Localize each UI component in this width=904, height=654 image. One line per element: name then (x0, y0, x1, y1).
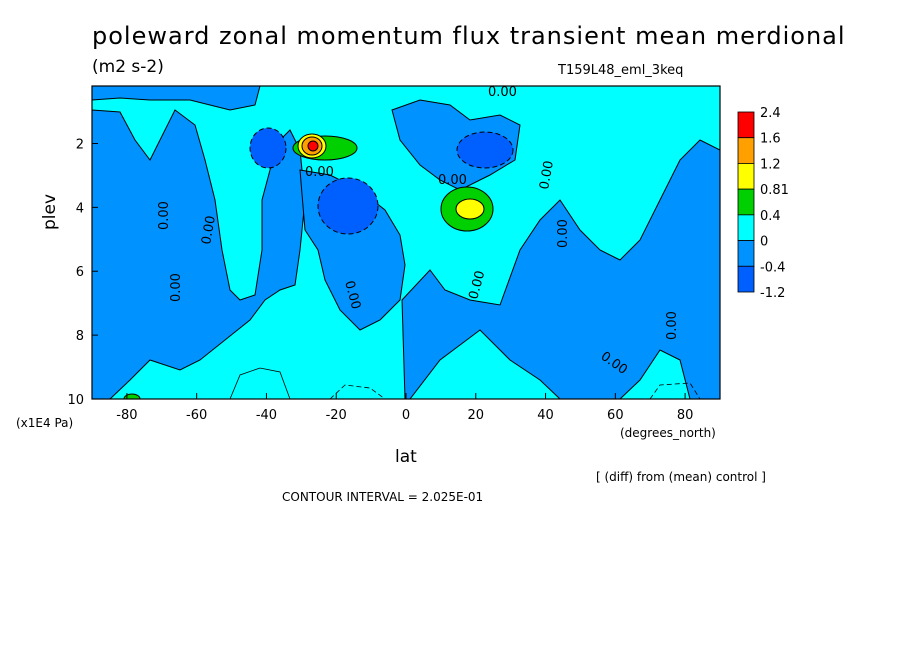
colorbar-label: 2.4 (760, 106, 781, 121)
y-tick-label: 10 (67, 393, 84, 408)
contour-label: 0.00 (466, 269, 488, 301)
diff-note: [ (diff) from (mean) control ] (596, 470, 766, 484)
y-axis: 2 4 6 8 10 (67, 137, 98, 408)
x-axis-label: lat (395, 447, 417, 467)
colorbar-swatch (737, 137, 755, 164)
contour-label: 0.00 (537, 160, 557, 191)
colorbar-swatch (737, 111, 755, 139)
contour-label: 0.00 (556, 219, 571, 248)
contour-label: 0.00 (438, 173, 467, 188)
x-tick-label: 60 (607, 408, 624, 423)
pos-yellow-eq (455, 198, 485, 220)
colorbar-label: 1.6 (760, 132, 781, 147)
region-negative-nh (401, 139, 720, 399)
y-tick-label: 2 (76, 137, 84, 152)
contour-label: 0.00 (305, 165, 334, 180)
colorbar-label: 0.4 (760, 209, 781, 224)
field-layer (92, 86, 720, 399)
region-negative-topleft (92, 86, 261, 111)
colorbar-swatch (737, 240, 755, 267)
y-tick-label: 4 (76, 201, 84, 216)
core-negative-tropic (317, 177, 379, 235)
contour-thin (229, 367, 291, 399)
x-tick-label: 40 (537, 408, 554, 423)
x-tick-label: -40 (256, 408, 277, 423)
x-units-label: (degrees_north) (620, 426, 716, 440)
run-label: T159L48_eml_3keq (558, 63, 684, 78)
x-tick-label: 80 (677, 408, 694, 423)
colorbar-swatch (737, 214, 755, 241)
contour-labels: 0.00 0.00 0.00 0.00 0.00 0.00 0.00 0.00 … (157, 85, 680, 378)
colorbar-label: 0.81 (760, 183, 789, 198)
pos-green-polar (123, 393, 141, 399)
units-label: (m2 s-2) (92, 57, 164, 77)
contour-label: 0.00 (199, 215, 219, 246)
contour-thin-2 (329, 384, 386, 399)
colorbar-label: 0 (760, 235, 768, 250)
contour-label: 0.00 (157, 201, 172, 230)
colorbar-swatch (737, 188, 755, 216)
x-tick-label: -60 (186, 408, 207, 423)
x-tick-label: -80 (116, 408, 137, 423)
x-axis: -80 -60 -40 -20 0 20 40 60 80 (116, 393, 693, 423)
core-negative-eq (456, 131, 514, 169)
colorbar-swatch (737, 265, 755, 293)
colorbar-label: -1.2 (760, 286, 785, 301)
contour-thin-3 (649, 382, 701, 399)
contour-label: 0.00 (665, 311, 680, 340)
pos-red-sh (307, 140, 319, 152)
contour-label: 0.00 (169, 273, 184, 302)
core-negative-sh (249, 127, 287, 169)
colorbar-swatch (737, 163, 755, 190)
y-tick-label: 6 (76, 265, 84, 280)
x-tick-label: -20 (326, 408, 347, 423)
colorbar: 2.4 1.6 1.2 0.81 0.4 0 -0.4 -1.2 (737, 106, 789, 301)
chart-title: poleward zonal momentum flux transient m… (92, 22, 846, 50)
x-tick-label: 0 (402, 408, 410, 423)
colorbar-label: 1.2 (760, 157, 781, 172)
colorbar-label: -0.4 (760, 260, 785, 275)
y-axis-label: plev (40, 193, 60, 230)
contour-label: 0.00 (341, 279, 363, 311)
x-tick-label: 20 (468, 408, 485, 423)
y-tick-label: 8 (76, 329, 84, 344)
contour-label: 0.00 (488, 85, 517, 100)
y-units-label: (x1E4 Pa) (16, 416, 74, 430)
contour-interval: CONTOUR INTERVAL = 2.025E-01 (282, 490, 484, 504)
